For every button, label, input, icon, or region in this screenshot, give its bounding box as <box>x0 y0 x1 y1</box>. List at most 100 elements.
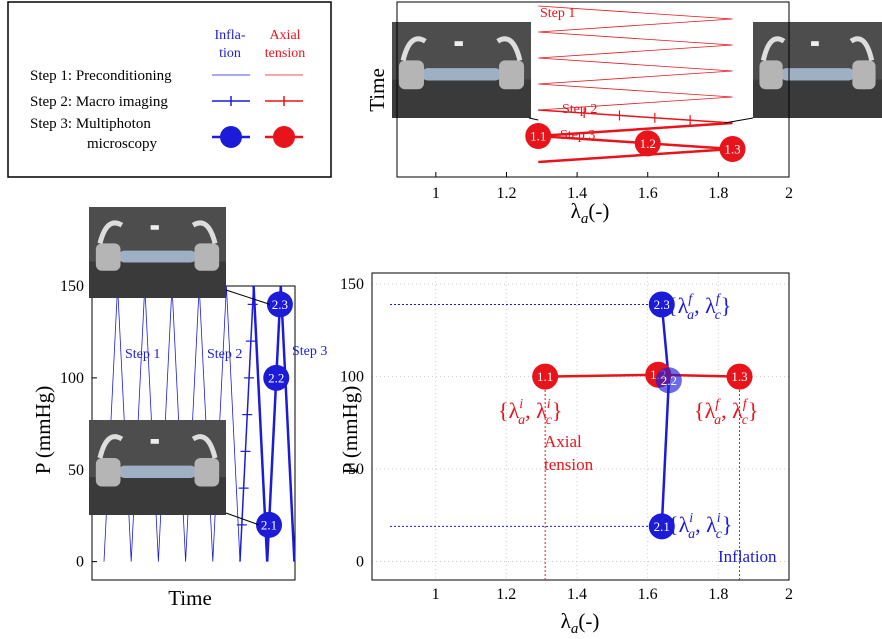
legend-header: tension <box>265 46 305 61</box>
x-tick-label: 1.4 <box>567 185 587 202</box>
photo <box>89 207 226 298</box>
x-tick-label: 2 <box>785 185 793 202</box>
photo-tube <box>781 68 854 81</box>
annotation-text: λ <box>678 293 689 318</box>
legend-label: microscopy <box>87 136 157 152</box>
photo-tube <box>119 250 196 263</box>
annotation-sup: f <box>715 397 721 412</box>
annotation: {λf a, λf c} <box>667 292 731 323</box>
data-point <box>648 291 675 318</box>
point-label: 1.3 <box>731 369 747 384</box>
photo-clamp <box>398 60 424 90</box>
annotation-sup: i <box>519 397 523 412</box>
series-name: Step 3 <box>292 344 327 359</box>
x-axis-label: Time <box>168 586 212 610</box>
annotation-text: λ <box>705 293 716 318</box>
x-tick-label: 1.2 <box>496 586 516 603</box>
photo-clamp <box>95 458 121 487</box>
annotation-text: { <box>667 293 678 318</box>
point-label: 2.1 <box>654 519 670 534</box>
photo-spot <box>150 439 159 444</box>
x-axis-label: λa(-) <box>571 199 610 227</box>
data-point <box>719 136 746 162</box>
photo-tube <box>422 68 501 81</box>
photo-arm <box>496 36 523 62</box>
photo-arm <box>191 220 218 245</box>
x-axis-label-sub: a <box>571 621 579 637</box>
x-tick-label: 1 <box>432 586 440 603</box>
x-tick-label: 2 <box>785 586 793 603</box>
series-line <box>252 285 296 562</box>
photo-arm <box>97 220 124 245</box>
photo-spot <box>454 41 463 46</box>
legend-header: Infla- <box>214 28 245 43</box>
connector <box>528 117 539 121</box>
data-point <box>655 367 682 394</box>
data-point <box>532 363 559 390</box>
annotation-sub: c <box>716 527 723 542</box>
data-point <box>634 130 661 157</box>
x-tick-label: 1.2 <box>496 185 516 202</box>
annotation-sup: f <box>716 292 722 307</box>
annotation-sub: a <box>714 413 721 428</box>
annotation-text: , <box>695 512 706 537</box>
photo-spot <box>150 225 159 230</box>
annotation: Axial <box>544 432 582 451</box>
point-label: 1.1 <box>530 129 546 144</box>
y-axis-label: P (mmHg) <box>31 386 55 474</box>
point-label: 2.2 <box>268 370 284 385</box>
x-axis-label-sub: a <box>581 211 589 227</box>
annotation: Inflation <box>718 547 777 566</box>
x-axis-label-base: λ <box>571 199 582 223</box>
plot-frame <box>371 272 790 581</box>
series-name: Step 2 <box>562 102 597 117</box>
y-tick-label: 0 <box>356 554 364 571</box>
photo-tube <box>119 465 196 478</box>
x-tick-label: 1.4 <box>567 586 587 603</box>
series-line <box>538 109 733 124</box>
data-point <box>525 123 552 149</box>
annotation-text: λ <box>705 398 716 423</box>
data-point <box>648 513 675 540</box>
legend-sample <box>220 126 242 148</box>
y-tick-label: 100 <box>340 369 364 386</box>
y-tick-label: 0 <box>76 554 84 571</box>
photo <box>392 22 531 118</box>
legend-label: Step 2: Macro imaging <box>30 94 168 110</box>
annotation-sup: f <box>743 397 749 412</box>
data-point <box>726 363 753 390</box>
series-name: Step 2 <box>207 347 242 362</box>
annotation-text: tension <box>544 455 594 474</box>
annotation-text: , <box>694 293 705 318</box>
legend-label: Step 3: Multiphoton <box>30 116 151 132</box>
x-axis-label: λa(-) <box>561 609 600 637</box>
annotation-sub: a <box>518 413 525 428</box>
photo-spot <box>811 41 819 46</box>
series-name: Step 1 <box>125 347 160 362</box>
annotation: {λf a, λf c} <box>694 397 758 428</box>
annotation-sub: a <box>687 308 694 323</box>
annotation-text: { <box>498 398 509 423</box>
photo-clamp <box>194 243 220 271</box>
legend-sample <box>273 126 295 148</box>
photo-clamp <box>194 458 220 487</box>
annotation-sup: i <box>717 511 721 526</box>
x-tick-label: 1.6 <box>638 185 658 202</box>
data-point <box>263 364 290 391</box>
legend-box <box>7 1 332 178</box>
x-tick-label: 1.8 <box>708 185 728 202</box>
annotation-text: Inflation <box>718 547 777 566</box>
annotation-text: } <box>748 398 759 423</box>
annotation-sub: a <box>688 527 695 542</box>
x-tick-label: 1 <box>432 185 440 202</box>
series-line <box>538 5 733 111</box>
connector <box>724 117 754 124</box>
y-tick-label: 150 <box>60 278 84 295</box>
connector <box>225 289 271 305</box>
series-line <box>660 304 671 527</box>
annotation-text: { <box>694 398 705 423</box>
data-point <box>256 511 283 538</box>
photo-arm <box>760 36 786 61</box>
annotation-sub: c <box>546 413 553 428</box>
point-label: 2.1 <box>261 517 277 532</box>
